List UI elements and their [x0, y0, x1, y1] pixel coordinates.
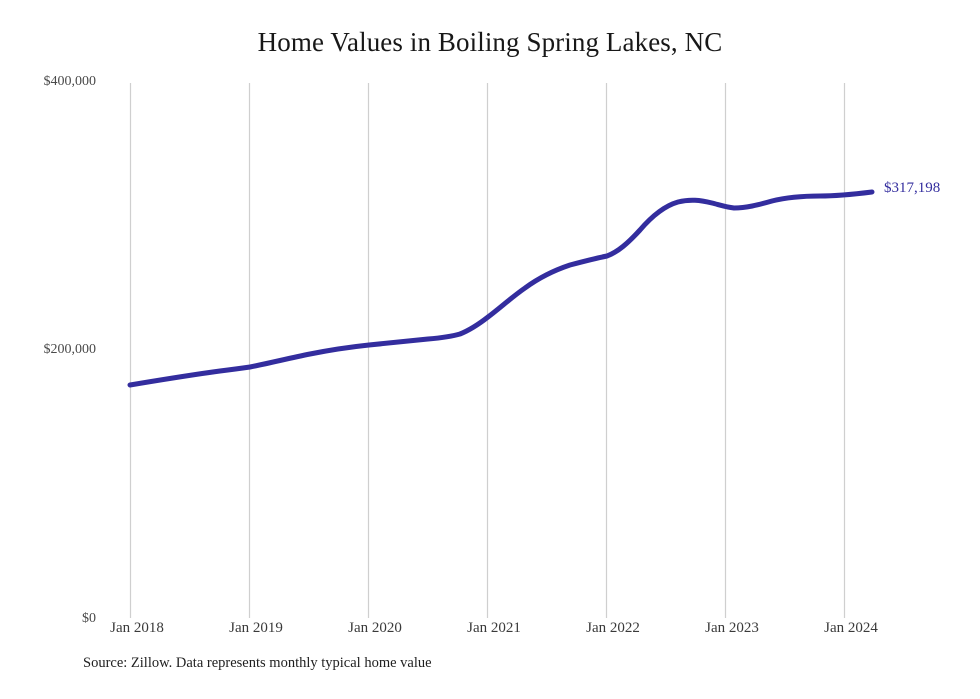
x-gridlines	[129, 83, 846, 618]
x-axis-label-jan-2022: Jan 2022	[586, 620, 640, 636]
y-axis-label-400000: $400,000	[43, 74, 97, 89]
series-end-value-label: $317,198	[884, 180, 941, 196]
x-axis-label-jan-2019: Jan 2019	[229, 620, 283, 636]
series-typical-home-value	[127, 189, 875, 388]
chart-title: Home Values in Boiling Spring Lakes, NC	[257, 27, 723, 57]
x-axis-label-jan-2020: Jan 2020	[348, 620, 402, 636]
x-axis-label-jan-2021: Jan 2021	[467, 620, 521, 636]
line-series-path	[127, 189, 875, 388]
x-axis-label-jan-2023: Jan 2023	[705, 620, 759, 636]
y-axis-label-0: $0	[82, 611, 96, 626]
y-axis-label-200000: $200,000	[43, 342, 97, 357]
x-axis-label-jan-2018: Jan 2018	[110, 620, 164, 636]
source-note: Source: Zillow. Data represents monthly …	[83, 655, 432, 671]
x-axis-label-jan-2024: Jan 2024	[824, 620, 878, 636]
